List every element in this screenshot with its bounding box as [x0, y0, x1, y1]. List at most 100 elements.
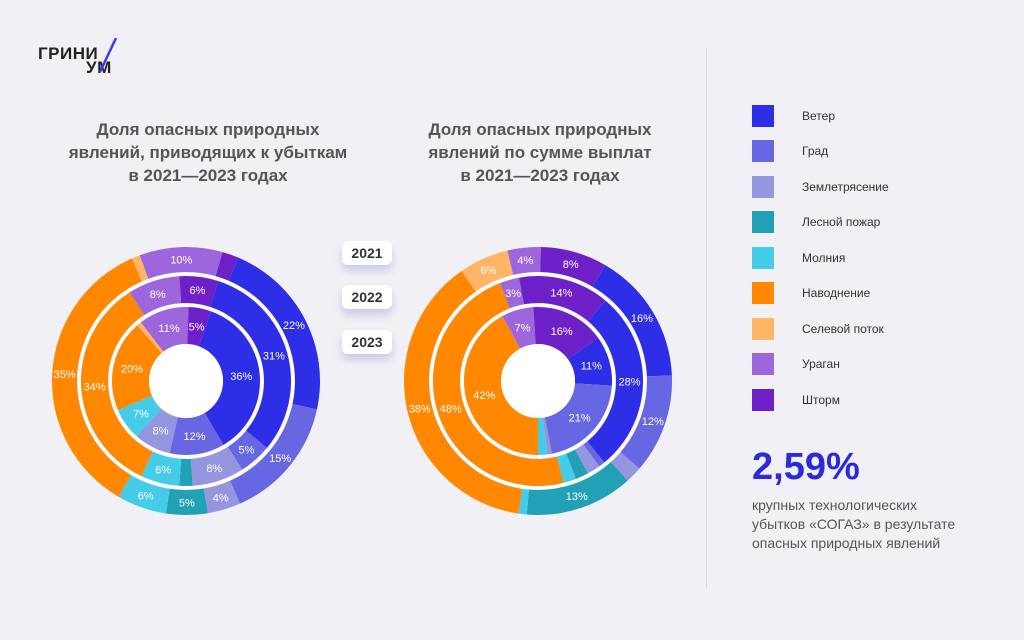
data-label: 48%: [440, 404, 462, 416]
data-label: 6%: [155, 465, 171, 477]
ring-separator: [108, 303, 264, 459]
data-label: 10%: [170, 255, 192, 267]
segment-2021: [169, 412, 224, 455]
segment-2023: [118, 475, 170, 514]
legend-swatch: [752, 353, 774, 376]
data-label: 15%: [269, 453, 291, 465]
ring-separator: [429, 272, 647, 490]
legend-label: Шторм: [802, 392, 840, 407]
title-line: явлений, приводящих к убыткам: [68, 143, 348, 162]
segment-2023: [139, 247, 223, 279]
data-label: 12%: [642, 416, 664, 428]
segment-2023: [620, 375, 672, 469]
divider: [706, 48, 707, 588]
segment-2022: [432, 283, 564, 487]
segment-2023: [526, 462, 628, 515]
legend-swatch: [752, 140, 774, 163]
segment-2022: [587, 300, 643, 463]
ring-separator: [77, 272, 295, 490]
stat-description: крупных технологических убытков «СОГАЗ» …: [752, 496, 992, 553]
data-label: 14%: [550, 288, 572, 300]
segment-2021: [187, 307, 212, 347]
legend-item: Лесной пожар: [752, 205, 889, 241]
data-label: 4%: [517, 255, 533, 267]
data-label: 3%: [505, 288, 521, 300]
data-label: 8%: [150, 289, 166, 301]
data-label: 7%: [133, 408, 149, 420]
logo-slash-icon: [98, 38, 118, 73]
segment-2022: [141, 451, 182, 486]
legend-label: Селевой поток: [802, 321, 884, 336]
segment-2022: [179, 458, 193, 486]
logo: ГРИНИ УМ: [38, 38, 138, 78]
legend-item: Землетрясение: [752, 169, 889, 205]
segment-2023: [203, 480, 241, 514]
segment-2021: [137, 322, 164, 354]
segment-2023: [507, 247, 541, 275]
donut-hole: [501, 344, 575, 418]
segment-2021: [198, 311, 260, 445]
ring-separator: [460, 303, 616, 459]
year-label-2022: 2022: [342, 285, 392, 309]
segment-2023: [540, 247, 605, 287]
segment-2022: [179, 276, 219, 307]
legend-label: Наводнение: [802, 286, 871, 301]
legend-item: Молния: [752, 240, 889, 276]
data-label: 11%: [158, 323, 179, 335]
logo-text-line1: ГРИНИ: [38, 44, 99, 63]
segment-2021: [533, 307, 598, 360]
legend-swatch: [752, 282, 774, 305]
data-label: 22%: [283, 320, 305, 332]
segment-2023: [131, 255, 149, 282]
data-label: 13%: [566, 491, 588, 503]
data-label: 7%: [515, 323, 531, 335]
segment-2021: [502, 307, 536, 349]
data-label: 28%: [618, 377, 640, 389]
segment-2021: [542, 417, 552, 455]
segment-2023: [52, 258, 143, 497]
legend-item: Шторм: [752, 382, 889, 418]
segment-2023: [610, 452, 640, 481]
title-line: в 2021—2023 годах: [128, 166, 288, 185]
data-label: 36%: [230, 371, 252, 383]
legend-item: Селевой поток: [752, 311, 889, 347]
legend-item: Наводнение: [752, 276, 889, 312]
legend-swatch: [752, 246, 774, 269]
desc-line: убытков «СОГАЗ» в результате: [752, 516, 956, 532]
segment-2022: [190, 446, 243, 486]
legend-item: Ветер: [752, 98, 889, 134]
segment-2022: [566, 449, 588, 479]
data-label: 5%: [179, 497, 195, 509]
segment-2023: [404, 270, 523, 514]
segment-2021: [464, 316, 538, 455]
segment-2023: [215, 252, 239, 281]
data-label: 16%: [551, 326, 573, 338]
data-label: 20%: [121, 364, 143, 376]
segment-2023: [165, 488, 208, 515]
segment-2021: [112, 325, 162, 411]
segment-2021: [140, 307, 189, 352]
segment-2023: [229, 404, 317, 504]
data-label: 16%: [631, 313, 653, 325]
data-label: 6%: [481, 265, 497, 277]
data-label: 11%: [581, 361, 602, 373]
data-label: 6%: [138, 491, 154, 503]
legend-label: Молния: [802, 250, 846, 265]
segment-2022: [129, 276, 182, 316]
legend-swatch: [752, 388, 774, 411]
data-label: 42%: [473, 390, 495, 402]
data-label: 4%: [213, 492, 229, 504]
segment-2022: [519, 276, 606, 322]
data-label: 5%: [189, 322, 205, 334]
legend: Ветер Град Землетрясение Лесной пожар Мо…: [752, 98, 889, 418]
legend-label: Ураган: [802, 357, 840, 372]
year-label-2021: 2021: [342, 241, 392, 265]
segment-2022: [500, 277, 524, 309]
segment-2022: [227, 430, 267, 470]
legend-item: Град: [752, 134, 889, 170]
legend-swatch: [752, 317, 774, 340]
data-label: 34%: [84, 382, 106, 394]
segment-2022: [210, 281, 292, 448]
legend-label: Град: [802, 144, 829, 159]
segment-2021: [538, 417, 548, 455]
